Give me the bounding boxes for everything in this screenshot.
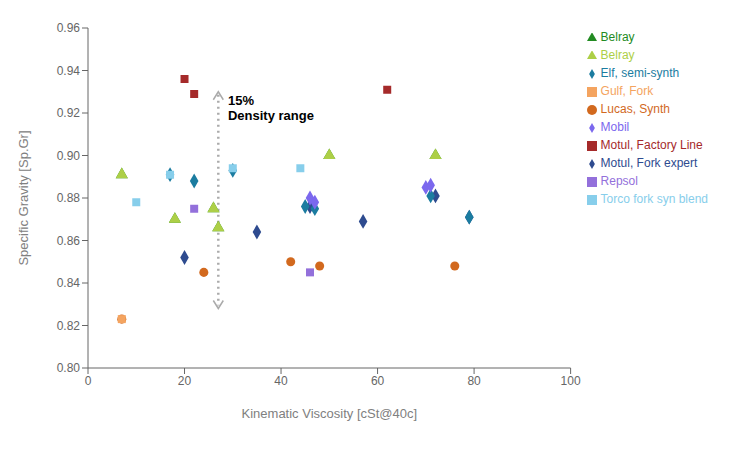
svg-text:Specific Gravity [Sp.Gr]: Specific Gravity [Sp.Gr]	[16, 130, 31, 265]
html-text:Belray: Belray	[600, 48, 635, 62]
svg-text:20: 20	[178, 374, 192, 388]
html-text:Motul, Factory Line: Motul, Factory Line	[600, 138, 703, 152]
svg-text:0.84: 0.84	[57, 276, 81, 290]
svg-text:0.86: 0.86	[57, 234, 81, 248]
svg-text:0.80: 0.80	[57, 361, 81, 375]
svg-text:0: 0	[85, 374, 92, 388]
html-text:Motul, Fork expert: Motul, Fork expert	[600, 156, 698, 170]
svg-text:15%Density range: 15%Density range	[228, 93, 314, 124]
svg-text:100: 100	[561, 374, 581, 388]
html-text:Elf, semi-synth: Elf, semi-synth	[600, 66, 680, 80]
svg-text:0.82: 0.82	[57, 319, 81, 333]
svg-text:80: 80	[467, 374, 481, 388]
svg-text:0.88: 0.88	[57, 191, 81, 205]
html-text:Repsol: Repsol	[600, 174, 638, 188]
svg-text:0.96: 0.96	[57, 21, 81, 35]
svg-text:0.92: 0.92	[57, 106, 81, 120]
html-text:Lucas, Synth: Lucas, Synth	[600, 102, 670, 116]
svg-text:40: 40	[274, 374, 288, 388]
html-text:Mobil: Mobil	[600, 120, 630, 134]
html-text:Torco fork syn blend: Torco fork syn blend	[600, 192, 708, 206]
svg-text:0.90: 0.90	[57, 149, 81, 163]
html-text:Gulf, Fork: Gulf, Fork	[600, 84, 654, 98]
svg-text:0.94: 0.94	[57, 64, 81, 78]
svg-text:Kinematic Viscosity [cSt@40c]: Kinematic Viscosity [cSt@40c]	[242, 406, 418, 421]
html-text:Belray: Belray	[600, 30, 635, 44]
svg-text:60: 60	[371, 374, 385, 388]
